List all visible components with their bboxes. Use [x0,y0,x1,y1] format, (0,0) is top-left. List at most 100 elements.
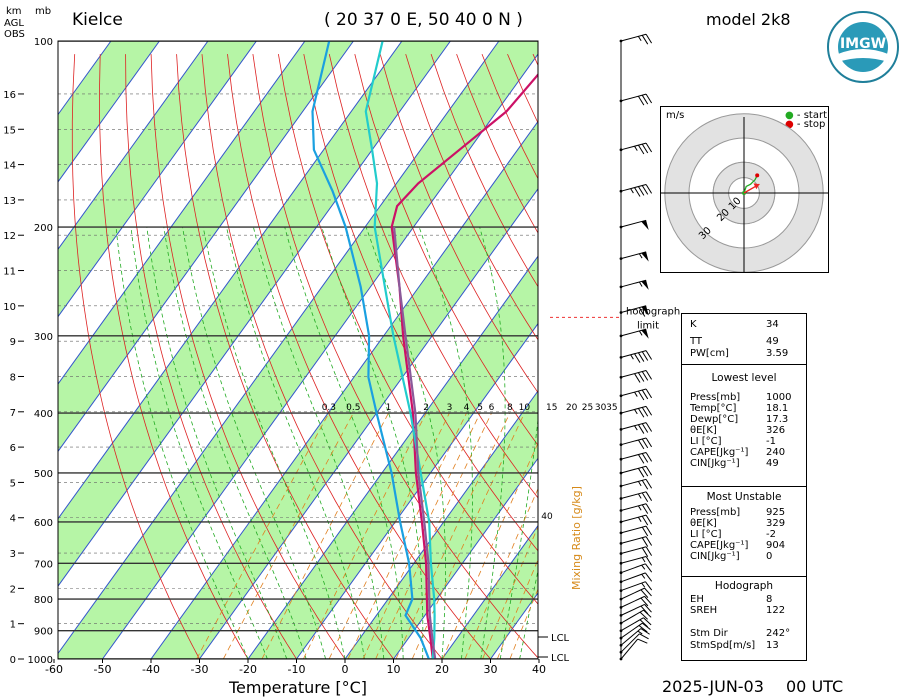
wind-barb [619,465,653,478]
temperature-tick-label: -30 [191,663,209,676]
km-tick-label: 5 [10,478,16,489]
station-title: Kielce [72,10,123,30]
km-tick-label: 14 [3,161,16,172]
wind-barb [619,546,653,557]
date-label: 2025-JUN-03 [662,677,764,696]
km-tick-label: 10 [3,302,16,313]
km-tick-label: 8 [10,372,16,383]
mixing-ratio-label: 25 [582,403,593,413]
pressure-tick-label: 200 [34,223,53,234]
most-unstable-title: Most Unstable [706,491,782,503]
wind-barb [619,388,653,401]
pressure-tick-label: 800 [34,595,53,606]
km-tick-label: 4 [10,514,16,525]
wind-barb [619,478,653,490]
pressure-tick-label: 100 [34,37,53,48]
x-axis-label: Temperature [°C] [228,678,367,697]
wind-barb [619,638,648,661]
km-label: km [6,6,22,17]
hodograph-panel: m/s ● - start ● - stop 10 20 30 [660,106,829,273]
temperature-tick-label: 10 [387,663,401,676]
wind-barb [619,536,653,547]
index-row: θE[K] 329 [690,518,786,529]
pressure-tick-label: 500 [34,469,53,480]
mb-label: mb [35,6,52,17]
wind-barb [619,279,649,290]
hodograph-path [743,175,758,194]
pressure-tick-label: 600 [34,518,53,529]
wind-barb [619,633,649,654]
km-tick-label: 16 [3,90,16,101]
index-row: Press[mb] 1000 [690,392,792,403]
wind-barb [619,581,653,592]
index-row: CAPE[Jkg⁻¹] 904 [690,540,786,551]
wind-barb [619,491,653,502]
mixing-ratio-label: 6 [489,403,495,413]
index-row: SREH 122 [690,605,786,616]
km-tick-label: 12 [3,231,16,242]
wind-barb [619,525,653,537]
hodograph-legend-start: ● - start [785,110,827,121]
mixing-ratio-axis-label: Mixing Ratio [g/kg] [570,486,583,590]
temperature-tick-label: 40 [532,663,546,676]
lcl-label: LCL [551,633,570,644]
wind-barb [619,503,653,514]
index-pw: PW[cm] 3.59 [690,348,789,359]
pressure-tick-label: 900 [34,627,53,638]
wind-barb [619,514,653,526]
wind-barb [619,93,653,106]
temperature-tick-label: -50 [94,663,112,676]
hodograph-stop [755,173,760,178]
wind-barb [619,451,653,464]
agl-label: AGL [4,18,24,29]
wind-barb [619,622,651,640]
km-tick-label: 3 [10,549,16,560]
wind-barb [619,603,652,617]
km-tick-label: 15 [3,125,16,136]
mixing-ratio-label: 0.3 [322,403,336,413]
mixing-ratio-label: 1 [386,403,392,413]
index-row: θE[K] 326 [690,425,786,436]
mixing-ratio-label: 4 [464,403,470,413]
indices-panel: K 34 TT 49 PW[cm] 3.59 Lowest level Press[m… [681,313,807,661]
wind-barb [619,350,653,363]
index-tt: TT 49 [690,336,779,347]
wind-barb [619,33,653,45]
series-virtual [393,226,437,659]
km-tick-label: 2 [10,584,16,595]
index-row: LI [°C] -1 [690,436,776,447]
temperature-tick-label: -10 [288,663,306,676]
wind-barb [619,328,649,339]
mixing-ratio-label: 15 [546,403,557,413]
wind-barb [619,305,649,317]
wind-barb [619,405,653,418]
imgw-logo: IMGW [827,11,899,83]
mixing-ratio-label: 35 [606,403,617,413]
wind-barb [619,617,652,633]
wind-barb [619,370,653,383]
wind-barb [619,437,653,450]
hodograph-units: m/s [666,110,685,121]
pressure-tick-label: 700 [34,559,53,570]
index-row: EH 8 [690,594,773,605]
wind-barb [619,251,649,262]
mixing-ratio-label: 40 [541,512,553,522]
wind-barb [619,628,650,647]
mixing-ratio-label: 10 [519,403,531,413]
wind-barb [619,563,653,575]
lcl-label: LCL [551,653,570,664]
index-row: Stm Dir 242° [690,628,791,639]
temperature-tick-label: -60 [45,663,63,676]
wind-barb [619,572,653,584]
wind-barb [619,183,653,197]
km-tick-label: 13 [3,196,16,207]
mixing-ratio-label: 30 [595,403,607,413]
km-tick-label: 11 [3,267,16,278]
wind-barb [619,142,653,155]
km-tick-label: 9 [10,337,16,348]
km-tick-label: 1 [10,620,16,631]
mixing-ratio-label: 0.5 [346,403,360,413]
obs-label: OBS [4,29,25,40]
index-row: LI [°C] -2 [690,529,776,540]
